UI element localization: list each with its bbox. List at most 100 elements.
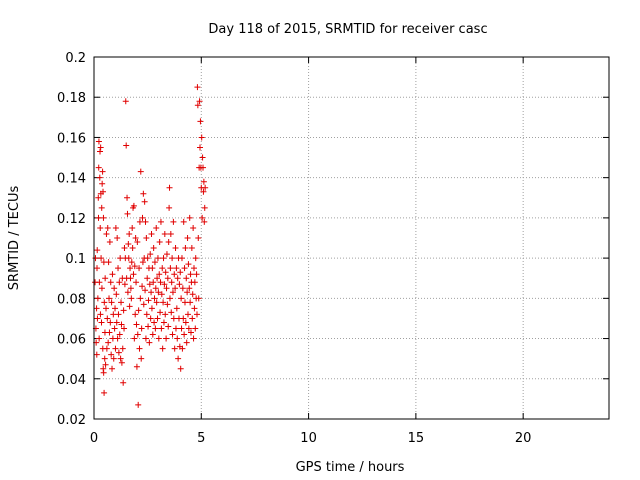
data-point <box>194 102 201 109</box>
data-point <box>160 255 167 262</box>
data-point <box>124 289 131 296</box>
data-point <box>114 335 121 342</box>
data-point <box>148 305 155 312</box>
data-point <box>172 285 179 292</box>
data-point <box>97 224 104 231</box>
data-point <box>187 329 194 336</box>
data-point <box>166 295 173 302</box>
data-point <box>197 118 204 125</box>
data-point <box>100 214 107 221</box>
data-point <box>114 235 121 241</box>
data-point <box>159 265 166 272</box>
data-point <box>193 271 200 278</box>
data-point <box>164 275 171 282</box>
data-point <box>139 283 146 290</box>
data-point <box>109 271 116 278</box>
data-point <box>169 255 176 262</box>
data-point <box>133 279 140 286</box>
data-point <box>103 305 110 312</box>
data-point <box>151 295 158 302</box>
data-point <box>157 309 164 316</box>
data-point <box>118 321 125 328</box>
y-tick-label: 0.14 <box>57 172 86 187</box>
data-point <box>182 319 189 326</box>
data-point <box>185 325 192 332</box>
data-point <box>139 214 146 221</box>
data-point <box>178 325 185 332</box>
data-point <box>192 325 199 332</box>
data-point <box>93 351 100 358</box>
data-point <box>98 255 105 262</box>
data-point <box>178 295 185 302</box>
data-point <box>181 299 188 306</box>
data-point <box>172 325 179 332</box>
data-point <box>177 269 184 276</box>
data-point <box>98 319 105 326</box>
data-point <box>172 245 179 252</box>
data-point <box>189 291 196 298</box>
y-tick-label: 0.06 <box>57 333 86 348</box>
data-point <box>165 323 172 330</box>
data-point <box>124 194 131 201</box>
data-point <box>111 285 118 292</box>
data-point <box>156 239 163 246</box>
data-point <box>164 301 171 308</box>
axis-ticks: 0.02 0.04 0.06 0.08 0.1 0.12 0.14 0.16 0.18 0.2 0 5… <box>57 51 609 446</box>
data-point <box>113 291 120 298</box>
data-point <box>119 345 126 352</box>
data-point <box>152 325 159 332</box>
data-point <box>132 235 139 241</box>
data-point <box>153 299 160 306</box>
data-point <box>146 339 153 346</box>
data-point <box>168 279 175 286</box>
data-point <box>166 184 173 191</box>
data-point <box>173 265 180 272</box>
data-point <box>195 235 202 241</box>
data-point <box>169 331 176 338</box>
data-point <box>174 275 181 282</box>
data-point <box>123 142 130 149</box>
data-point <box>142 287 149 294</box>
data-point <box>187 299 194 306</box>
data-point <box>179 345 186 352</box>
data-point <box>131 263 138 270</box>
data-point <box>180 315 187 322</box>
data-point <box>133 321 140 328</box>
data-point <box>115 311 122 318</box>
data-point <box>157 279 164 286</box>
data-point <box>102 361 109 368</box>
data-point <box>107 319 114 326</box>
x-tick-label: 0 <box>90 431 98 446</box>
plot-area-frame <box>93 56 610 420</box>
data-point <box>125 241 132 248</box>
data-point <box>201 204 208 211</box>
data-point <box>109 365 116 372</box>
data-point <box>144 275 151 282</box>
data-point <box>153 224 160 231</box>
data-point <box>182 245 189 252</box>
data-point <box>150 245 157 252</box>
data-point <box>169 289 176 296</box>
data-point <box>98 204 105 211</box>
data-point <box>148 230 155 237</box>
data-point <box>96 279 103 286</box>
data-point <box>167 230 174 237</box>
data-point <box>160 319 167 326</box>
data-point <box>112 345 119 352</box>
data-point <box>131 335 138 342</box>
data-point <box>190 224 197 231</box>
data-point <box>187 271 194 278</box>
data-point <box>199 214 206 221</box>
data-point <box>110 355 117 362</box>
data-point <box>94 265 101 272</box>
data-point <box>151 319 158 326</box>
data-point <box>112 224 119 231</box>
data-point <box>134 239 141 246</box>
data-point <box>98 285 105 292</box>
data-point <box>104 315 111 322</box>
y-axis-label: SRMTID / TECUs <box>7 186 22 291</box>
data-point <box>117 255 124 262</box>
data-point <box>135 401 142 408</box>
data-point <box>126 303 133 310</box>
data-point <box>144 255 151 262</box>
